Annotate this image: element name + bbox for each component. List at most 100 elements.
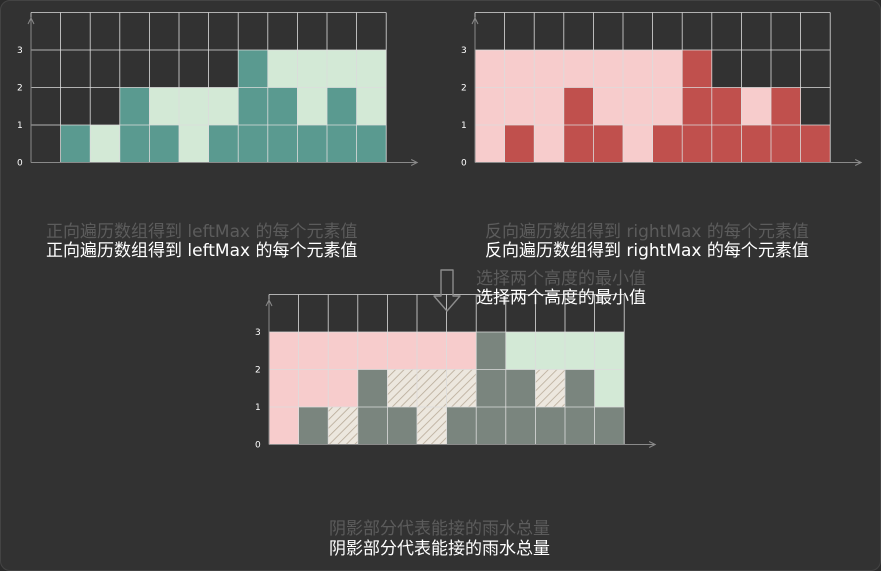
y-tick-label: 0: [17, 159, 23, 169]
right-max-fill: [298, 332, 329, 370]
height-bar: [446, 407, 477, 445]
right-max-fill: [328, 369, 358, 407]
right-max-chart: 0 1 2 3: [452, 12, 872, 216]
right-height-bar: [593, 125, 623, 163]
height-bar: [298, 407, 329, 445]
right-max-fill: [269, 332, 299, 370]
water-cell: [417, 369, 447, 407]
left-height-bar: [238, 87, 268, 125]
left-max-chart: 0 1 2 3: [8, 12, 428, 216]
right-max-fill: [504, 50, 535, 88]
right-max-fill: [652, 50, 683, 88]
right-max-fill: [534, 87, 564, 125]
water-cell: [446, 369, 477, 407]
right-height-bar: [563, 125, 594, 163]
right-height-bar: [800, 125, 831, 163]
right-height-bar: [682, 50, 712, 88]
right-max-fill: [652, 87, 683, 125]
right-max-fill: [328, 332, 358, 370]
left-height-bar: [119, 125, 150, 163]
left-height-bar: [119, 87, 150, 125]
height-bar: [565, 369, 595, 407]
right-max-fill: [623, 50, 653, 88]
x-axis-arrow-icon: [410, 159, 419, 166]
water-cell: [328, 407, 358, 445]
right-height-bar: [741, 125, 771, 163]
right-max-fill: [563, 50, 594, 88]
y-tick-label: 1: [255, 403, 261, 413]
left-height-bar: [208, 125, 239, 163]
middle-caption: 选择两个高度的最小值: [476, 288, 646, 308]
right-max-fill: [593, 50, 623, 88]
left-max-fill: [149, 87, 179, 125]
y-tick-label: 0: [461, 159, 467, 169]
right-height-bar: [504, 125, 535, 163]
right-max-fill: [593, 87, 623, 125]
right-max-fill: [475, 125, 505, 163]
height-bar: [476, 332, 506, 370]
left-height-bar: [60, 125, 91, 163]
left-max-fill: [267, 50, 298, 88]
height-bar: [505, 407, 536, 445]
left-max-fill: [594, 332, 625, 370]
height-bar: [476, 369, 506, 407]
y-axis-arrow-icon: [265, 298, 273, 307]
right-max-fill: [475, 50, 505, 88]
left-height-bar: [356, 125, 387, 163]
height-bar: [565, 407, 595, 445]
left-height-bar: [267, 87, 298, 125]
right-height-bar: [563, 87, 594, 125]
y-tick-label: 3: [255, 328, 261, 338]
left-max-fill: [505, 332, 536, 370]
bottom-caption: 阴影部分代表能接的雨水总量: [329, 539, 550, 559]
left-max-fill: [297, 87, 327, 125]
right-height-bar: [682, 125, 712, 163]
height-bar: [476, 407, 506, 445]
left-max-fill: [594, 369, 625, 407]
right-max-fill: [298, 369, 329, 407]
left-max-fill: [179, 125, 209, 163]
right-max-fill: [357, 332, 388, 370]
right-max-fill: [387, 332, 417, 370]
y-tick-label: 3: [461, 46, 467, 56]
y-tick-label: 3: [17, 46, 23, 56]
left-height-bar: [238, 125, 268, 163]
y-tick-label: 1: [17, 121, 23, 131]
right-max-chart-svg: 0 1 2 3: [461, 12, 863, 169]
right-max-fill: [623, 87, 653, 125]
left-height-bar: [327, 87, 357, 125]
height-bar: [505, 369, 536, 407]
right-height-bar: [711, 125, 742, 163]
height-bar: [387, 407, 417, 445]
y-tick-label: 2: [255, 366, 261, 376]
right-caption-shadow: 反向遍历数组得到 rightMax 的每个元素值: [485, 222, 809, 242]
left-max-fill: [356, 50, 387, 88]
x-axis-arrow-icon: [854, 159, 863, 166]
right-height-bar: [711, 87, 742, 125]
left-max-fill: [565, 332, 595, 370]
x-axis-arrow-icon: [648, 441, 657, 448]
left-height-bar: [149, 125, 179, 163]
y-tick-label: 2: [461, 84, 467, 94]
right-max-fill: [534, 50, 564, 88]
right-max-fill: [623, 125, 653, 163]
right-height-bar: [682, 87, 712, 125]
right-max-fill: [741, 87, 771, 125]
left-height-bar: [297, 125, 327, 163]
left-caption-shadow: 正向遍历数组得到 leftMax 的每个元素值: [46, 222, 358, 242]
left-height-bar: [327, 125, 357, 163]
left-max-fill: [535, 332, 565, 370]
y-axis-arrow-icon: [27, 16, 35, 25]
left-max-fill: [179, 87, 209, 125]
water-cell: [387, 369, 417, 407]
height-bar: [535, 407, 565, 445]
left-max-fill: [297, 50, 327, 88]
left-height-bar: [267, 125, 298, 163]
left-caption: 正向遍历数组得到 leftMax 的每个元素值: [46, 241, 358, 261]
height-bar: [357, 369, 388, 407]
right-max-fill: [475, 87, 505, 125]
height-bar: [594, 407, 625, 445]
right-height-bar: [771, 87, 801, 125]
left-max-fill: [208, 87, 239, 125]
right-max-fill: [269, 407, 299, 445]
